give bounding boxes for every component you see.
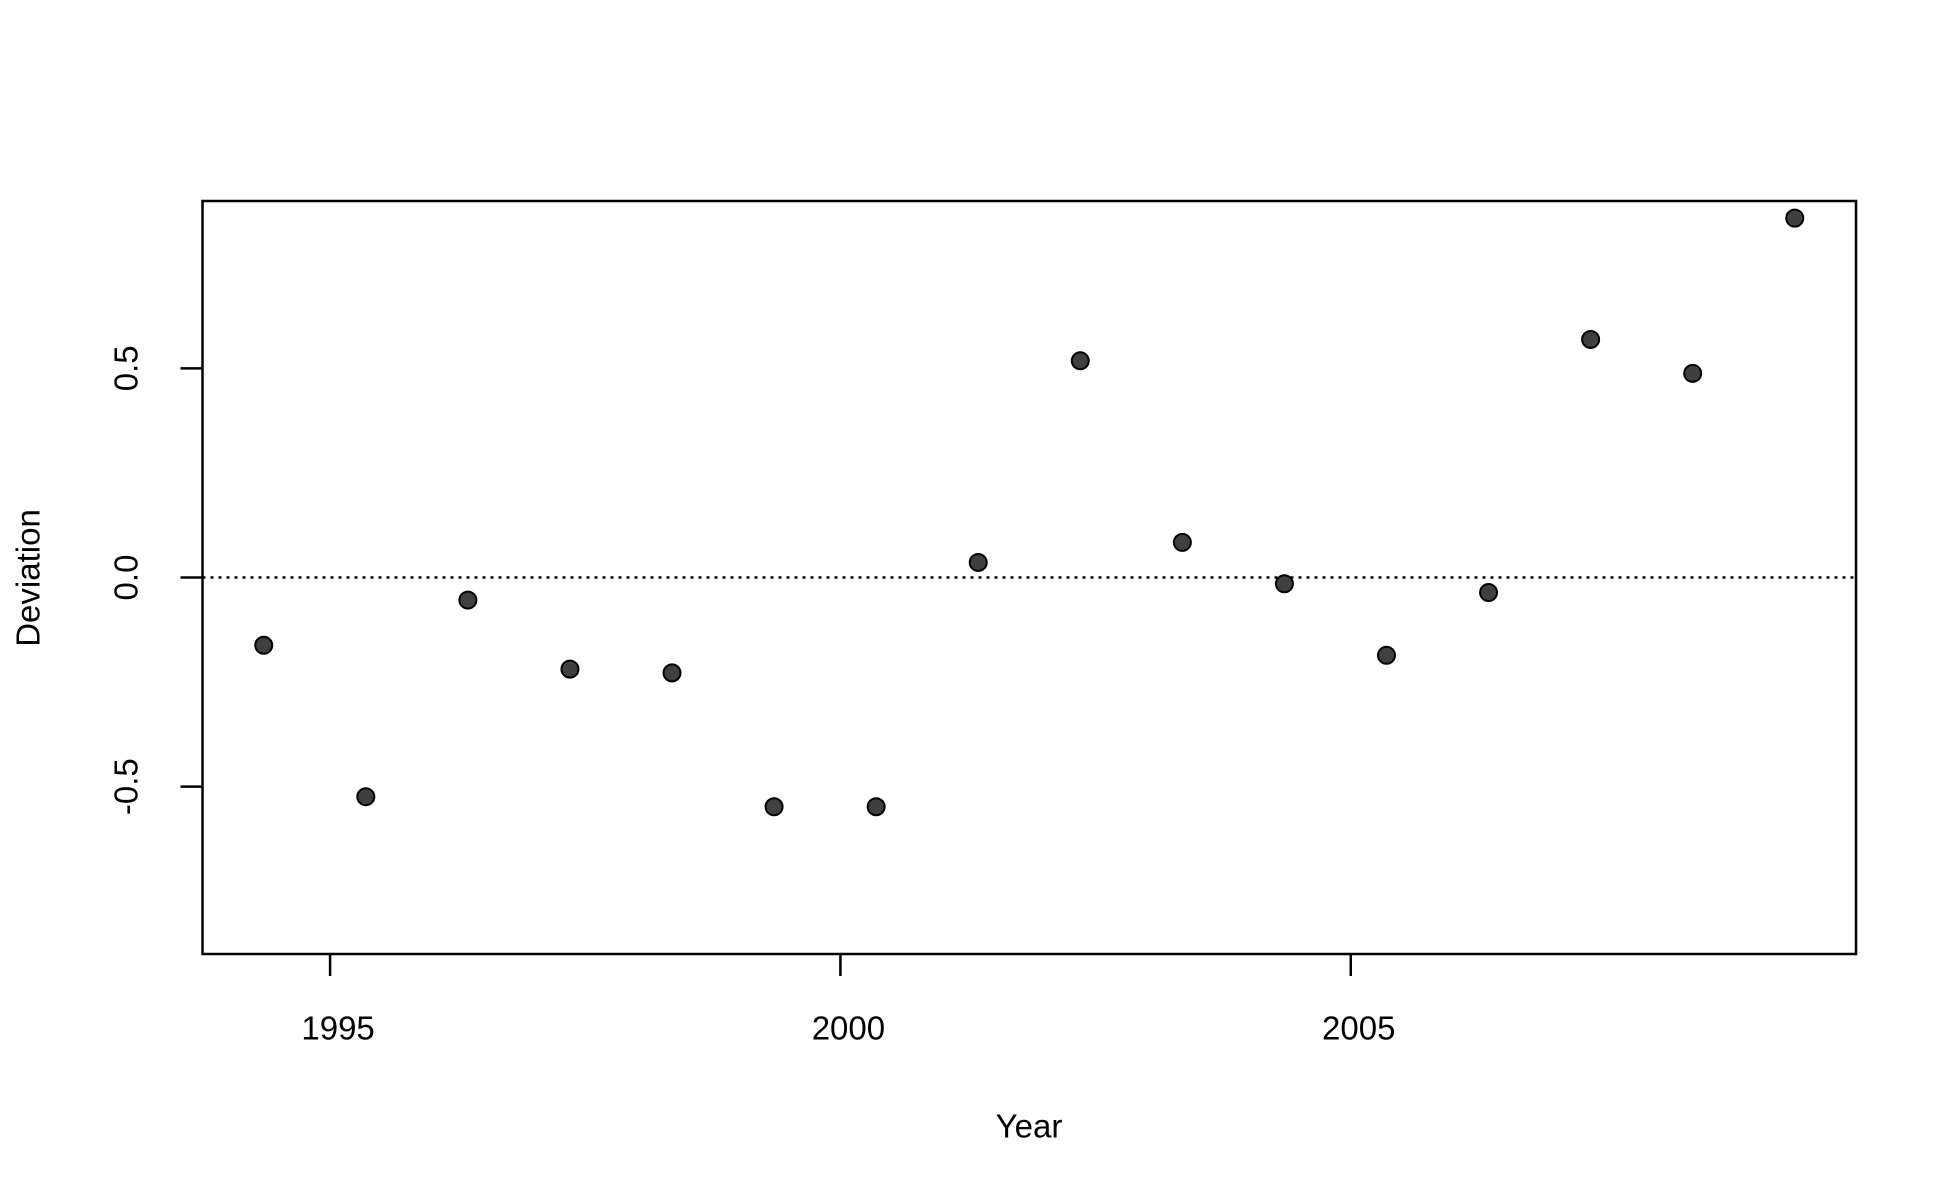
point [1683,363,1703,383]
point [458,590,478,610]
y-tick-label: -0.5 [108,758,145,815]
point [968,552,988,572]
point [1172,532,1192,552]
point [1274,574,1294,594]
point [1070,351,1090,371]
x-tick-label: 1995 [301,1010,374,1047]
point [764,797,784,817]
point [356,787,376,807]
point [1581,329,1601,349]
point [662,663,682,683]
x-axis-label: Year [996,1108,1063,1145]
point [1479,583,1499,603]
point [866,797,886,817]
x-tick-label: 2005 [1322,1010,1395,1047]
point [560,659,580,679]
y-tick-label: 0.0 [108,555,145,601]
point [1376,645,1396,665]
x-tick-label: 2000 [812,1010,885,1047]
point [254,635,274,655]
y-tick-label: 0.5 [108,345,145,391]
y-axis-label: Deviation [10,509,47,647]
point [1785,208,1805,228]
